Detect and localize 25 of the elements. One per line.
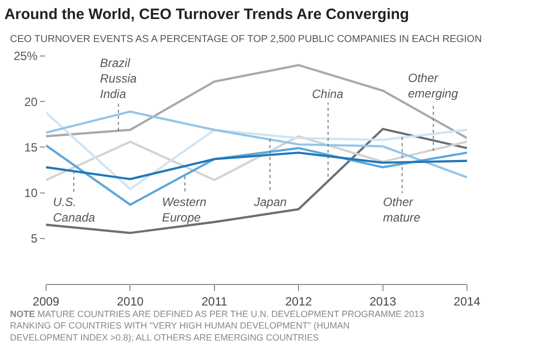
annotation: China (312, 87, 344, 101)
text: NOTE MATURE COUNTRIES ARE DEFINED AS PER THE U.N. DEVELOPMENT PROGRAMME 2013 RANKING OF COUNTRIES WITH "VERY HIGH HUMAN DEVELOPMENT" (HUMAN DEVELOPMENT INDEX >0.8); ALL OTHERS ARE EMERGING COUNTRIES (10, 309, 424, 342)
y-tick-label: 15 (24, 140, 38, 154)
x-tick-label: 2009 (32, 294, 60, 308)
y-tick-label: 25% (14, 49, 38, 64)
y-tick-label: 10 (24, 186, 38, 200)
line-series (46, 110, 467, 178)
x-tick-label: 2010 (116, 294, 144, 308)
annotation: Brazil Russia India (100, 56, 138, 102)
line-series (46, 111, 467, 190)
annotation: Japan (253, 195, 288, 209)
annotation: Other emerging (408, 71, 458, 101)
annotation: U.S. Canada (53, 195, 96, 225)
chart-title: Around the World, CEO Turnover Trends Are Converging (4, 6, 410, 24)
line-series (46, 135, 467, 182)
line-series (46, 152, 467, 180)
x-tick-label: 2011 (201, 294, 228, 308)
y-tick-label: 20 (24, 94, 38, 109)
chart-subtitle: CEO TURNOVER EVENTS AS A PERCENTAGE OF TOP 2,500 PUBLIC COMPANIES IN EACH REGION (10, 34, 482, 45)
x-tick-label: 2012 (285, 294, 312, 308)
annotation: Western Europe (162, 195, 207, 225)
y-tick-label: 5 (30, 232, 38, 246)
annotation: Other mature (383, 195, 421, 225)
x-tick-label: 2013 (369, 294, 396, 308)
x-tick-label: 2014 (454, 294, 481, 308)
